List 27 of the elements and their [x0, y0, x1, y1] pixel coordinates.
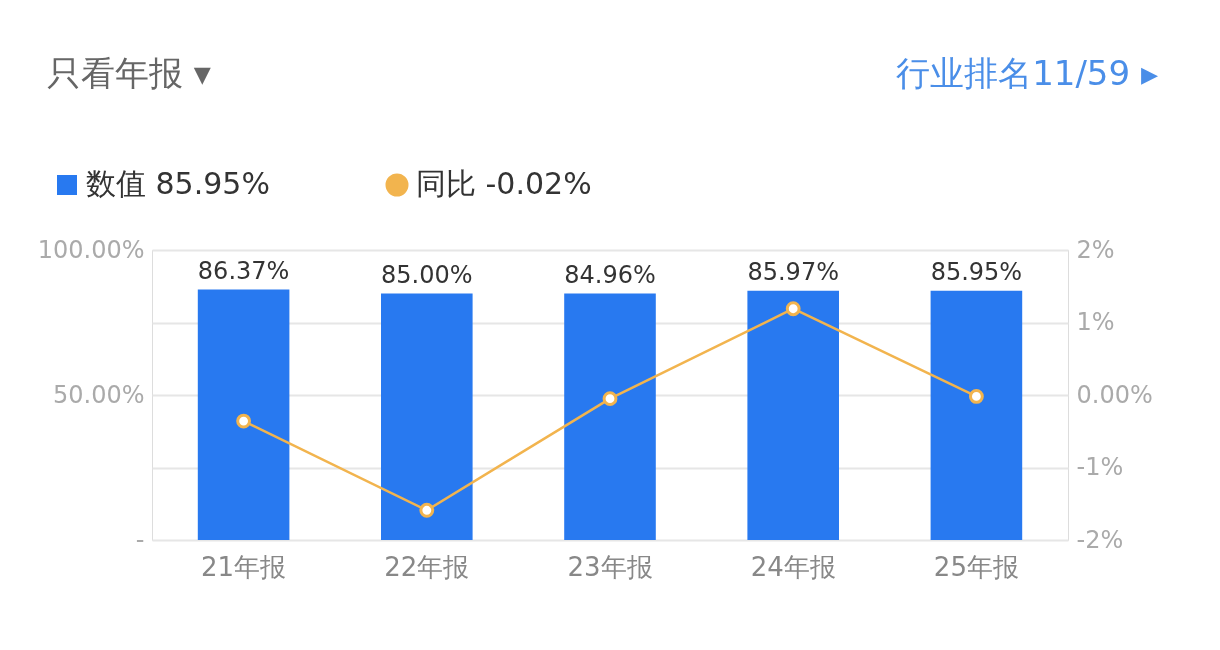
- y2-tick-label: -1%: [1076, 453, 1124, 481]
- data-label: 85.00%: [381, 260, 473, 289]
- data-label: 84.96%: [564, 260, 656, 289]
- x-tick-label: 22年报: [384, 551, 470, 582]
- data-label: 85.95%: [930, 257, 1023, 286]
- point: [236, 413, 252, 429]
- y2-tick-label: 0.00%: [1076, 380, 1153, 409]
- x-tick-label: 25年报: [933, 551, 1019, 582]
- point: [968, 389, 984, 404]
- text: 只看年报 ▾: [47, 53, 211, 93]
- x-tick-label: 24年报: [750, 551, 836, 582]
- point: [785, 301, 801, 317]
- y2-tick-label: -2%: [1076, 525, 1124, 554]
- data-label: 86.37%: [197, 256, 290, 285]
- legend-label: 数值 85.95%: [86, 166, 270, 201]
- text: 行业排名11/59 ▸: [896, 53, 1158, 93]
- point: [419, 502, 435, 518]
- y-tick-label: 100.00%: [37, 235, 145, 264]
- x-tick-label: 23年报: [567, 551, 653, 582]
- legend-label: 同比 -0.02%: [416, 166, 592, 201]
- x-tick-label: 21年报: [201, 551, 287, 582]
- y-tick-label: -: [135, 525, 145, 554]
- y2-tick-label: 2%: [1076, 235, 1115, 264]
- data-label: 85.97%: [747, 257, 839, 286]
- point: [602, 391, 618, 407]
- y2-tick-label: 1%: [1076, 308, 1115, 336]
- y-tick-label: 50.00%: [52, 380, 145, 409]
